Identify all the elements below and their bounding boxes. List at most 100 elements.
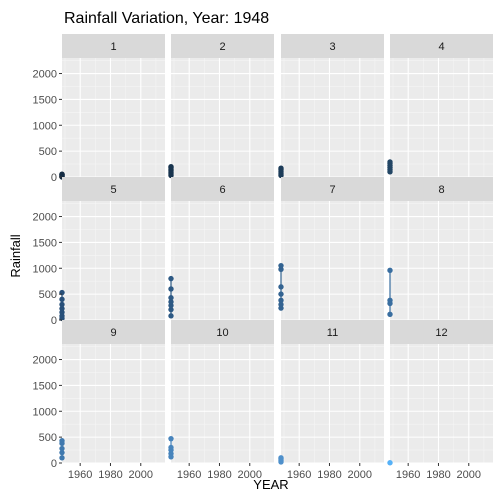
panel-background (171, 201, 274, 320)
panel-background (62, 344, 165, 463)
facet-strip-label: 4 (438, 41, 444, 53)
data-point (278, 165, 284, 171)
data-point (59, 171, 65, 177)
panel-background (62, 201, 165, 320)
x-tick-label: 1960 (177, 469, 201, 481)
data-point (168, 163, 174, 170)
facet-strip-label: 11 (327, 327, 338, 339)
y-tick-label: 1500 (33, 237, 57, 249)
data-point (168, 313, 174, 319)
facet-panel-2: 2 (168, 34, 274, 179)
x-tick-label: 1960 (68, 469, 92, 481)
facet-strip (62, 177, 165, 201)
data-point (278, 455, 284, 461)
facet-panel-11: 11 1960 1980 2000 (278, 320, 384, 481)
data-point (278, 301, 284, 308)
data-point (168, 306, 174, 313)
facet-panel-3: 3 (278, 34, 384, 179)
y-tick-label: 2000 (33, 212, 57, 224)
facet-strip-label: 9 (110, 327, 116, 339)
facet-strip-label: 5 (110, 184, 116, 196)
data-point (168, 299, 174, 305)
data-point (59, 445, 65, 452)
x-tick-label: 2000 (457, 469, 481, 481)
data-point (278, 262, 284, 269)
y-tick-label: 0 (51, 172, 57, 184)
facet-strip (171, 177, 274, 201)
facet-strip (171, 34, 274, 58)
data-point (387, 311, 393, 318)
data-point (387, 460, 393, 466)
y-axis-title: Rainfall (8, 234, 23, 277)
x-tick-label: 2000 (348, 469, 372, 481)
data-point (168, 444, 174, 451)
facet-strip (281, 34, 384, 58)
data-point (168, 286, 174, 292)
panel-background (390, 344, 493, 463)
facet-strip-label: 12 (435, 327, 447, 339)
data-point (168, 435, 174, 442)
facet-strip-label: 8 (438, 184, 444, 196)
data-point (59, 449, 65, 456)
facet-panel-5: 5 0 500 1000 1500 2000 (33, 177, 165, 327)
facet-panel-7: 7 (278, 177, 384, 321)
panel-background (171, 58, 274, 177)
x-tick-label: 1980 (207, 469, 231, 481)
y-tick-label: 0 (51, 315, 57, 327)
data-point (387, 159, 393, 165)
facet-strip (390, 177, 493, 201)
y-tick-label: 1500 (33, 94, 57, 106)
panel-background (281, 58, 384, 177)
y-tick-label: 1000 (33, 406, 57, 418)
panel-background (390, 201, 493, 320)
facet-panel-8: 8 (387, 177, 493, 321)
x-tick-label: 1960 (287, 469, 311, 481)
facet-strip-label: 10 (216, 327, 228, 339)
panel-background (390, 58, 493, 177)
y-tick-label: 500 (39, 146, 57, 158)
facet-strip-label: 1 (110, 41, 116, 53)
data-point (59, 455, 65, 461)
panel-background (171, 344, 274, 463)
data-point (59, 305, 65, 312)
x-tick-label: 1980 (426, 469, 450, 481)
x-tick-label: 1960 (396, 469, 420, 481)
data-point (278, 297, 284, 304)
facet-panel-4: 4 (387, 34, 493, 178)
y-tick-label: 1500 (33, 380, 57, 392)
y-tick-label: 1000 (33, 120, 57, 132)
panel-background (281, 344, 384, 463)
data-point (168, 295, 174, 301)
facet-strip-label: 2 (219, 41, 225, 53)
facet-strip-label: 7 (329, 184, 335, 196)
facet-panel-12: 12 1960 1980 2000 (387, 320, 493, 481)
y-tick-label: 500 (39, 289, 57, 301)
data-point (59, 301, 65, 308)
facet-strip (281, 320, 384, 344)
data-point (278, 284, 284, 290)
x-tick-label: 1980 (317, 469, 341, 481)
x-axis-title: YEAR (253, 477, 288, 492)
chart-title: Rainfall Variation, Year: 1948 (64, 10, 269, 27)
facet-panel-9: 9 0 500 1000 1500 2000 1960 1980 2000 (33, 320, 165, 481)
facet-strip-label: 6 (219, 184, 225, 196)
facet-strip-label: 3 (329, 41, 335, 53)
data-point (59, 296, 65, 303)
y-tick-label: 0 (51, 458, 57, 470)
data-point (59, 438, 65, 444)
facet-panel-6: 6 (168, 177, 274, 321)
x-tick-label: 2000 (129, 469, 153, 481)
y-tick-label: 2000 (33, 355, 57, 367)
data-point (168, 275, 174, 282)
data-point (387, 267, 393, 274)
facet-strip (62, 34, 165, 58)
panel-background (62, 58, 165, 177)
y-tick-label: 500 (39, 432, 57, 444)
y-tick-label: 2000 (33, 69, 57, 81)
facet-strip (62, 320, 165, 344)
y-tick-label: 1000 (33, 263, 57, 275)
x-tick-label: 2000 (238, 469, 262, 481)
panel-background (281, 201, 384, 320)
